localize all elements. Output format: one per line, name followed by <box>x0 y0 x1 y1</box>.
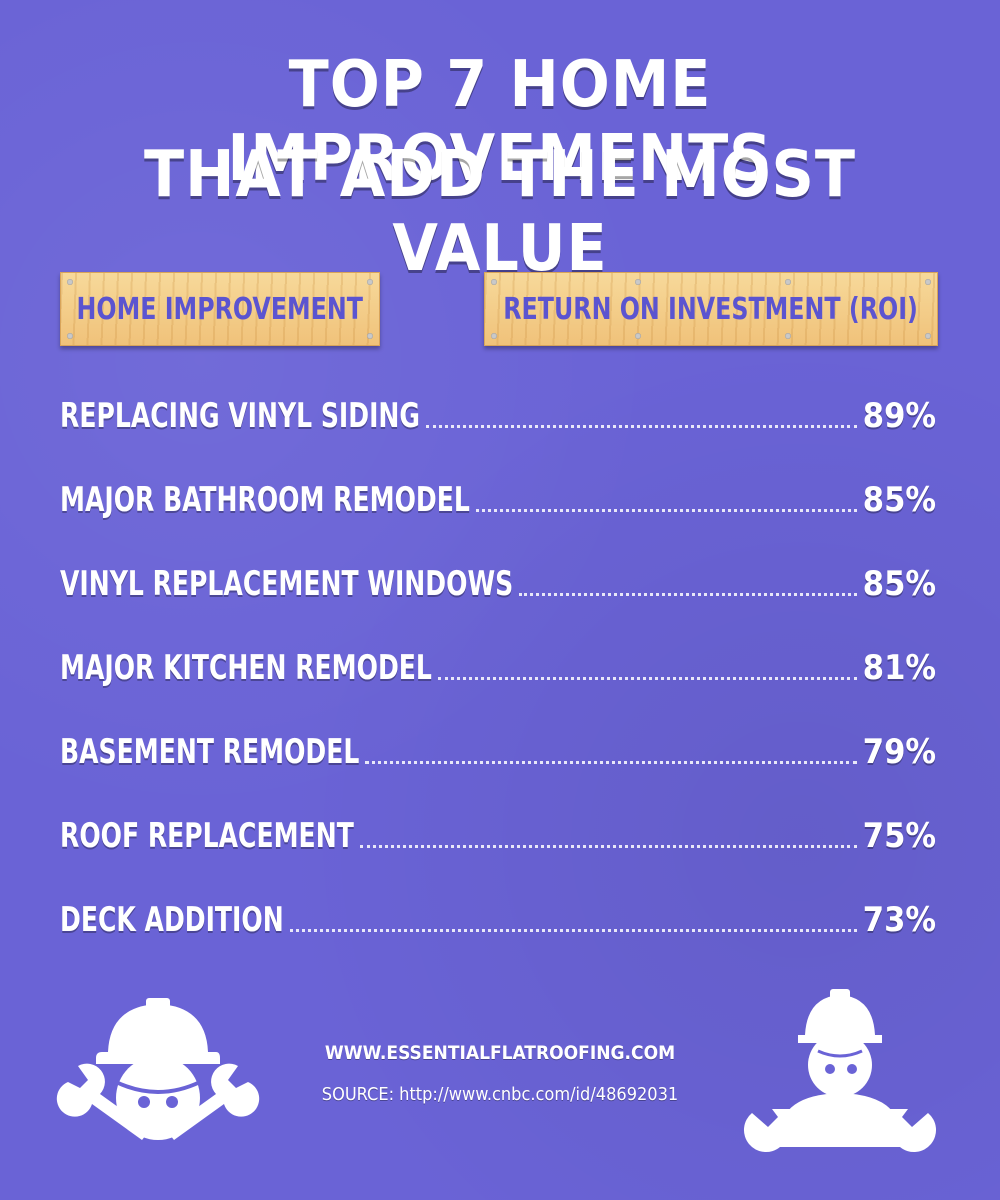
table-row: BASEMENT REMODEL 79% <box>60 728 936 772</box>
improvement-label: ROOF REPLACEMENT <box>60 816 354 856</box>
improvement-label: DECK ADDITION <box>60 900 284 940</box>
nail-icon <box>785 333 791 339</box>
nail-icon <box>785 279 791 285</box>
table-row: REPLACING VINYL SIDING 89% <box>60 392 936 436</box>
page-title-line-2: THAT ADD THE MOST VALUE <box>144 138 856 286</box>
improvement-label: REPLACING VINYL SIDING <box>60 396 420 436</box>
nail-icon <box>67 333 73 339</box>
roi-value: 89% <box>862 396 936 436</box>
website-credit: WWW.ESSENTIALFLATROOFING.COM <box>324 1042 676 1064</box>
nail-icon <box>491 333 497 339</box>
dot-leader <box>519 593 857 596</box>
header-home-improvement: HOME IMPROVEMENT <box>60 272 380 346</box>
worker-holding-wrench-icon <box>743 989 937 1153</box>
table-row: VINYL REPLACEMENT WINDOWS 85% <box>60 560 936 604</box>
roi-value: 73% <box>862 900 936 940</box>
table-row: DECK ADDITION 73% <box>60 896 936 940</box>
dot-leader <box>425 425 857 428</box>
improvement-label: MAJOR KITCHEN REMODEL <box>60 648 432 688</box>
dot-leader <box>365 761 857 764</box>
roi-value: 81% <box>862 648 936 688</box>
improvement-label: BASEMENT REMODEL <box>60 732 360 772</box>
roi-value: 79% <box>862 732 936 772</box>
source-credit: SOURCE: http://www.cnbc.com/id/48692031 <box>321 1084 679 1105</box>
nail-icon <box>635 279 641 285</box>
improvement-label: VINYL REPLACEMENT WINDOWS <box>60 564 514 604</box>
roi-value: 85% <box>862 480 936 520</box>
header-roi: RETURN ON INVESTMENT (ROI) <box>484 272 938 346</box>
nail-icon <box>925 279 931 285</box>
nail-icon <box>491 279 497 285</box>
table-row: ROOF REPLACEMENT 75% <box>60 812 936 856</box>
dot-leader <box>359 845 857 848</box>
dot-leader <box>289 929 857 932</box>
table-row: MAJOR BATHROOM REMODEL 85% <box>60 476 936 520</box>
nail-icon <box>367 279 373 285</box>
page-title-line-1: TOP 7 HOME IMPROVEMENTS <box>227 48 773 196</box>
worker-with-wrenches-icon <box>56 998 260 1140</box>
roi-value: 85% <box>862 564 936 604</box>
nail-icon <box>67 279 73 285</box>
dot-leader <box>475 509 857 512</box>
header-left-label: HOME IMPROVEMENT <box>76 291 364 327</box>
nail-icon <box>925 333 931 339</box>
nail-icon <box>367 333 373 339</box>
header-right-label: RETURN ON INVESTMENT (ROI) <box>503 291 919 327</box>
nail-icon <box>635 333 641 339</box>
table-row: MAJOR KITCHEN REMODEL 81% <box>60 644 936 688</box>
improvement-label: MAJOR BATHROOM REMODEL <box>60 480 470 520</box>
roi-value: 75% <box>862 816 936 856</box>
dot-leader <box>437 677 857 680</box>
